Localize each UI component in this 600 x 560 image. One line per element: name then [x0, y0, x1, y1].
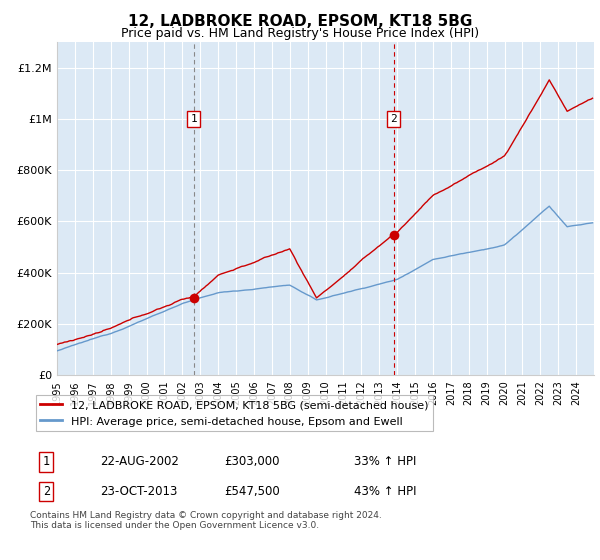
Text: 2: 2: [43, 485, 50, 498]
Text: 1: 1: [43, 455, 50, 468]
Text: 23-OCT-2013: 23-OCT-2013: [100, 485, 178, 498]
Text: 1: 1: [190, 114, 197, 124]
Text: £547,500: £547,500: [224, 485, 280, 498]
Legend: 12, LADBROKE ROAD, EPSOM, KT18 5BG (semi-detached house), HPI: Average price, se: 12, LADBROKE ROAD, EPSOM, KT18 5BG (semi…: [35, 395, 433, 431]
Text: 12, LADBROKE ROAD, EPSOM, KT18 5BG: 12, LADBROKE ROAD, EPSOM, KT18 5BG: [128, 14, 472, 29]
Text: 22-AUG-2002: 22-AUG-2002: [100, 455, 179, 468]
Text: 43% ↑ HPI: 43% ↑ HPI: [354, 485, 416, 498]
Text: Contains HM Land Registry data © Crown copyright and database right 2024.
This d: Contains HM Land Registry data © Crown c…: [30, 511, 382, 530]
Text: £303,000: £303,000: [224, 455, 280, 468]
Text: Price paid vs. HM Land Registry's House Price Index (HPI): Price paid vs. HM Land Registry's House …: [121, 27, 479, 40]
Text: 2: 2: [391, 114, 397, 124]
Text: 33% ↑ HPI: 33% ↑ HPI: [354, 455, 416, 468]
Bar: [194, 42, 394, 375]
